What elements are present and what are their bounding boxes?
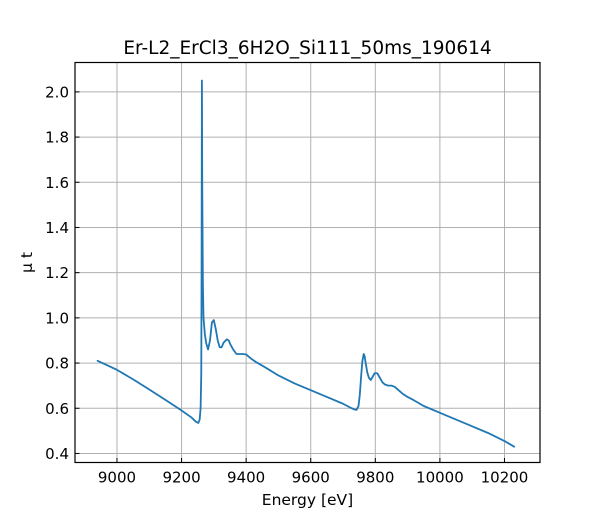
x-tick-label: 10200 — [481, 469, 529, 487]
x-tick-label: 9000 — [98, 469, 136, 487]
y-tick-label: 1.6 — [45, 174, 69, 192]
y-axis-label: μ t — [18, 252, 36, 273]
x-tick-label: 9600 — [292, 469, 330, 487]
y-tick-label: 0.4 — [45, 445, 69, 463]
plot-frame — [74, 61, 541, 464]
x-tick-label: 9400 — [227, 469, 265, 487]
series-line — [96, 79, 516, 448]
y-tick-label: 1.4 — [45, 219, 69, 237]
y-tick-label: 0.6 — [45, 400, 69, 418]
y-tick-label: 1.0 — [45, 309, 69, 327]
x-tick-label: 9800 — [356, 469, 394, 487]
grid — [75, 62, 540, 463]
chart-title: Er-L2_ErCl3_6H2O_Si111_50ms_190614 — [123, 38, 491, 59]
y-tick-label: 1.2 — [45, 264, 69, 282]
axis-ticks: 9000 9200 9400 9600 9800 10000 10200 0.4 0.6 0.8 1… — [45, 83, 528, 486]
x-tick-label: 10000 — [416, 469, 464, 487]
y-tick-label: 2.0 — [45, 83, 69, 101]
x-axis-label: Energy [eV] — [262, 491, 353, 509]
y-tick-label: 0.8 — [45, 355, 69, 373]
y-tick-label: 1.8 — [45, 129, 69, 147]
x-tick-label: 9200 — [162, 469, 200, 487]
